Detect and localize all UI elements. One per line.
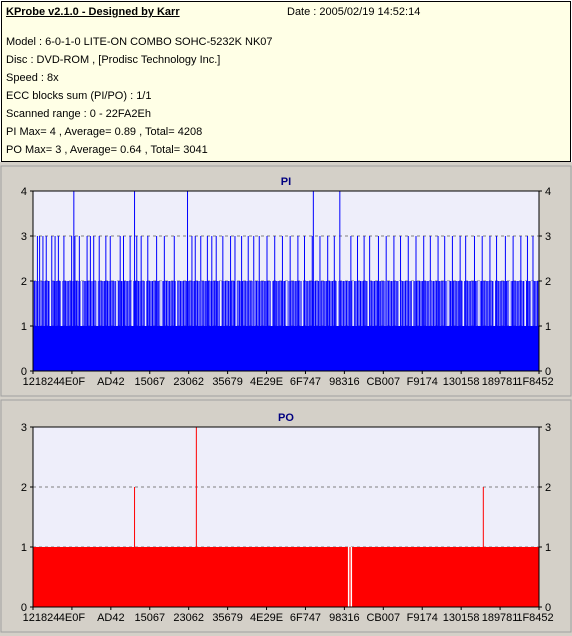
pi-ytick-left: 2	[21, 276, 27, 288]
po-xtick-label: 15067	[134, 612, 165, 624]
po-ytick-left: 1	[21, 542, 27, 554]
info-model: Model : 6-0-1-0 LITE-ON COMBO SOHC-5232K…	[6, 36, 273, 48]
pi-ytick-right: 4	[545, 186, 551, 198]
po-xtick-label: F9174	[407, 612, 438, 624]
po-ytick-right: 1	[545, 542, 551, 554]
pi-ytick-left: 1	[21, 321, 27, 333]
po-ytick-left: 2	[21, 482, 27, 494]
pi-xtick-label: 130158	[443, 376, 480, 388]
info-range: Scanned range : 0 - 22FA2Eh	[6, 108, 151, 120]
po-xtick-label: 130158	[443, 612, 480, 624]
po-xtick-label: 6F747	[290, 612, 321, 624]
scan-date: Date : 2005/02/19 14:52:14	[287, 6, 421, 18]
pi-xtick-label: 1F8452	[516, 376, 553, 388]
info-disc: Disc : DVD-ROM , [Prodisc Technology Inc…	[6, 54, 221, 66]
po-xtick-label: 98316	[329, 612, 360, 624]
pi-xtick-label: F9174	[407, 376, 438, 388]
pi-ytick-right: 1	[545, 321, 551, 333]
pi-ytick-right: 3	[545, 231, 551, 243]
po-xtick-label: 1F8452	[516, 612, 553, 624]
pi-xtick-label: 121824	[23, 376, 60, 388]
app-title: KProbe v2.1.0 - Designed by Karr	[6, 6, 180, 18]
po-ytick-right: 2	[545, 482, 551, 494]
po-ytick-right: 0	[545, 602, 551, 614]
pi-xtick-label: CB007	[366, 376, 400, 388]
po-xtick-label: 189781	[482, 612, 519, 624]
pi-axes	[32, 190, 540, 372]
pi-xtick-label: 98316	[329, 376, 360, 388]
pi-xtick-label: 23062	[173, 376, 204, 388]
info-speed: Speed : 8x	[6, 72, 59, 84]
pi-xtick-label: AD42	[97, 376, 125, 388]
po-ytick-right: 3	[545, 422, 551, 434]
disc-info-panel: KProbe v2.1.0 - Designed by Karr Date : …	[1, 1, 571, 162]
pi-ytick-left: 3	[21, 231, 27, 243]
info-pi-stats: PI Max= 4 , Average= 0.89 , Total= 4208	[6, 126, 203, 138]
po-xtick-label: 4E29E	[250, 612, 283, 624]
info-po-stats: PO Max= 3 , Average= 0.64 , Total= 3041	[6, 144, 208, 156]
po-chart: PO 0 0 1 1 2 2 3 3 121824 4E0F AD42 15067 23062 35679 4…	[0, 399, 572, 633]
pi-chart: PI 0 0 1 1 2 2 3 3 4 4 121824 4E0F AD42 15067 23062 3567…	[0, 165, 572, 397]
pi-title: PI	[281, 176, 291, 188]
info-ecc: ECC blocks sum (PI/PO) : 1/1	[6, 90, 152, 102]
po-axes	[32, 426, 540, 608]
pi-xtick-label: 35679	[212, 376, 243, 388]
pi-xtick-label: 6F747	[290, 376, 321, 388]
pi-ytick-right: 0	[545, 366, 551, 378]
po-xtick-label: 35679	[212, 612, 243, 624]
pi-xtick-label: 4E29E	[250, 376, 283, 388]
pi-xtick-label: 4E0F	[59, 376, 86, 388]
pi-ytick-left: 0	[21, 366, 27, 378]
pi-ytick-left: 4	[21, 186, 27, 198]
po-ytick-left: 3	[21, 422, 27, 434]
po-xtick-label: 121824	[23, 612, 60, 624]
po-xtick-label: CB007	[366, 612, 400, 624]
po-xtick-label: AD42	[97, 612, 125, 624]
po-title: PO	[278, 412, 294, 424]
charts-panel: PI 0 0 1 1 2 2 3 3 4 4 121824 4E0F AD42 15067 23062 3567…	[0, 162, 572, 636]
po-xtick-label: 4E0F	[59, 612, 86, 624]
po-xtick-label: 23062	[173, 612, 204, 624]
po-ytick-left: 0	[21, 602, 27, 614]
pi-xtick-label: 15067	[134, 376, 165, 388]
po-base-fill	[33, 547, 539, 607]
pi-xtick-label: 189781	[482, 376, 519, 388]
pi-base-fill	[33, 326, 539, 371]
pi-ytick-right: 2	[545, 276, 551, 288]
